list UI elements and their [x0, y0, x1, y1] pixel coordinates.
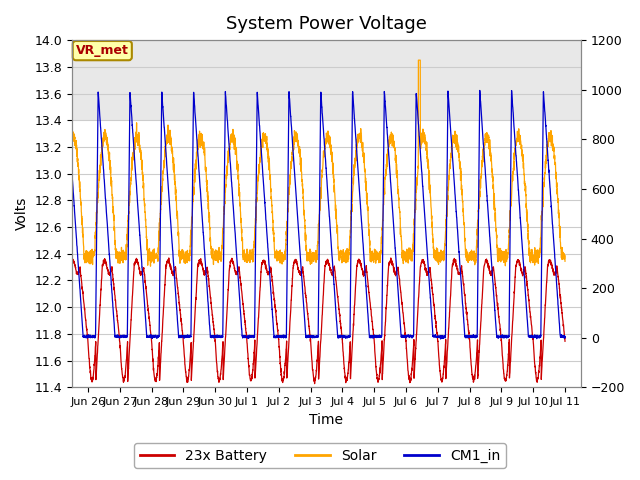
Y-axis label: Volts: Volts: [15, 197, 29, 230]
X-axis label: Time: Time: [310, 413, 344, 427]
Title: System Power Voltage: System Power Voltage: [226, 15, 427, 33]
Text: VR_met: VR_met: [76, 44, 129, 57]
Bar: [72, 40, 581, 120]
Legend: 23x Battery, Solar, CM1_in: 23x Battery, Solar, CM1_in: [134, 443, 506, 468]
